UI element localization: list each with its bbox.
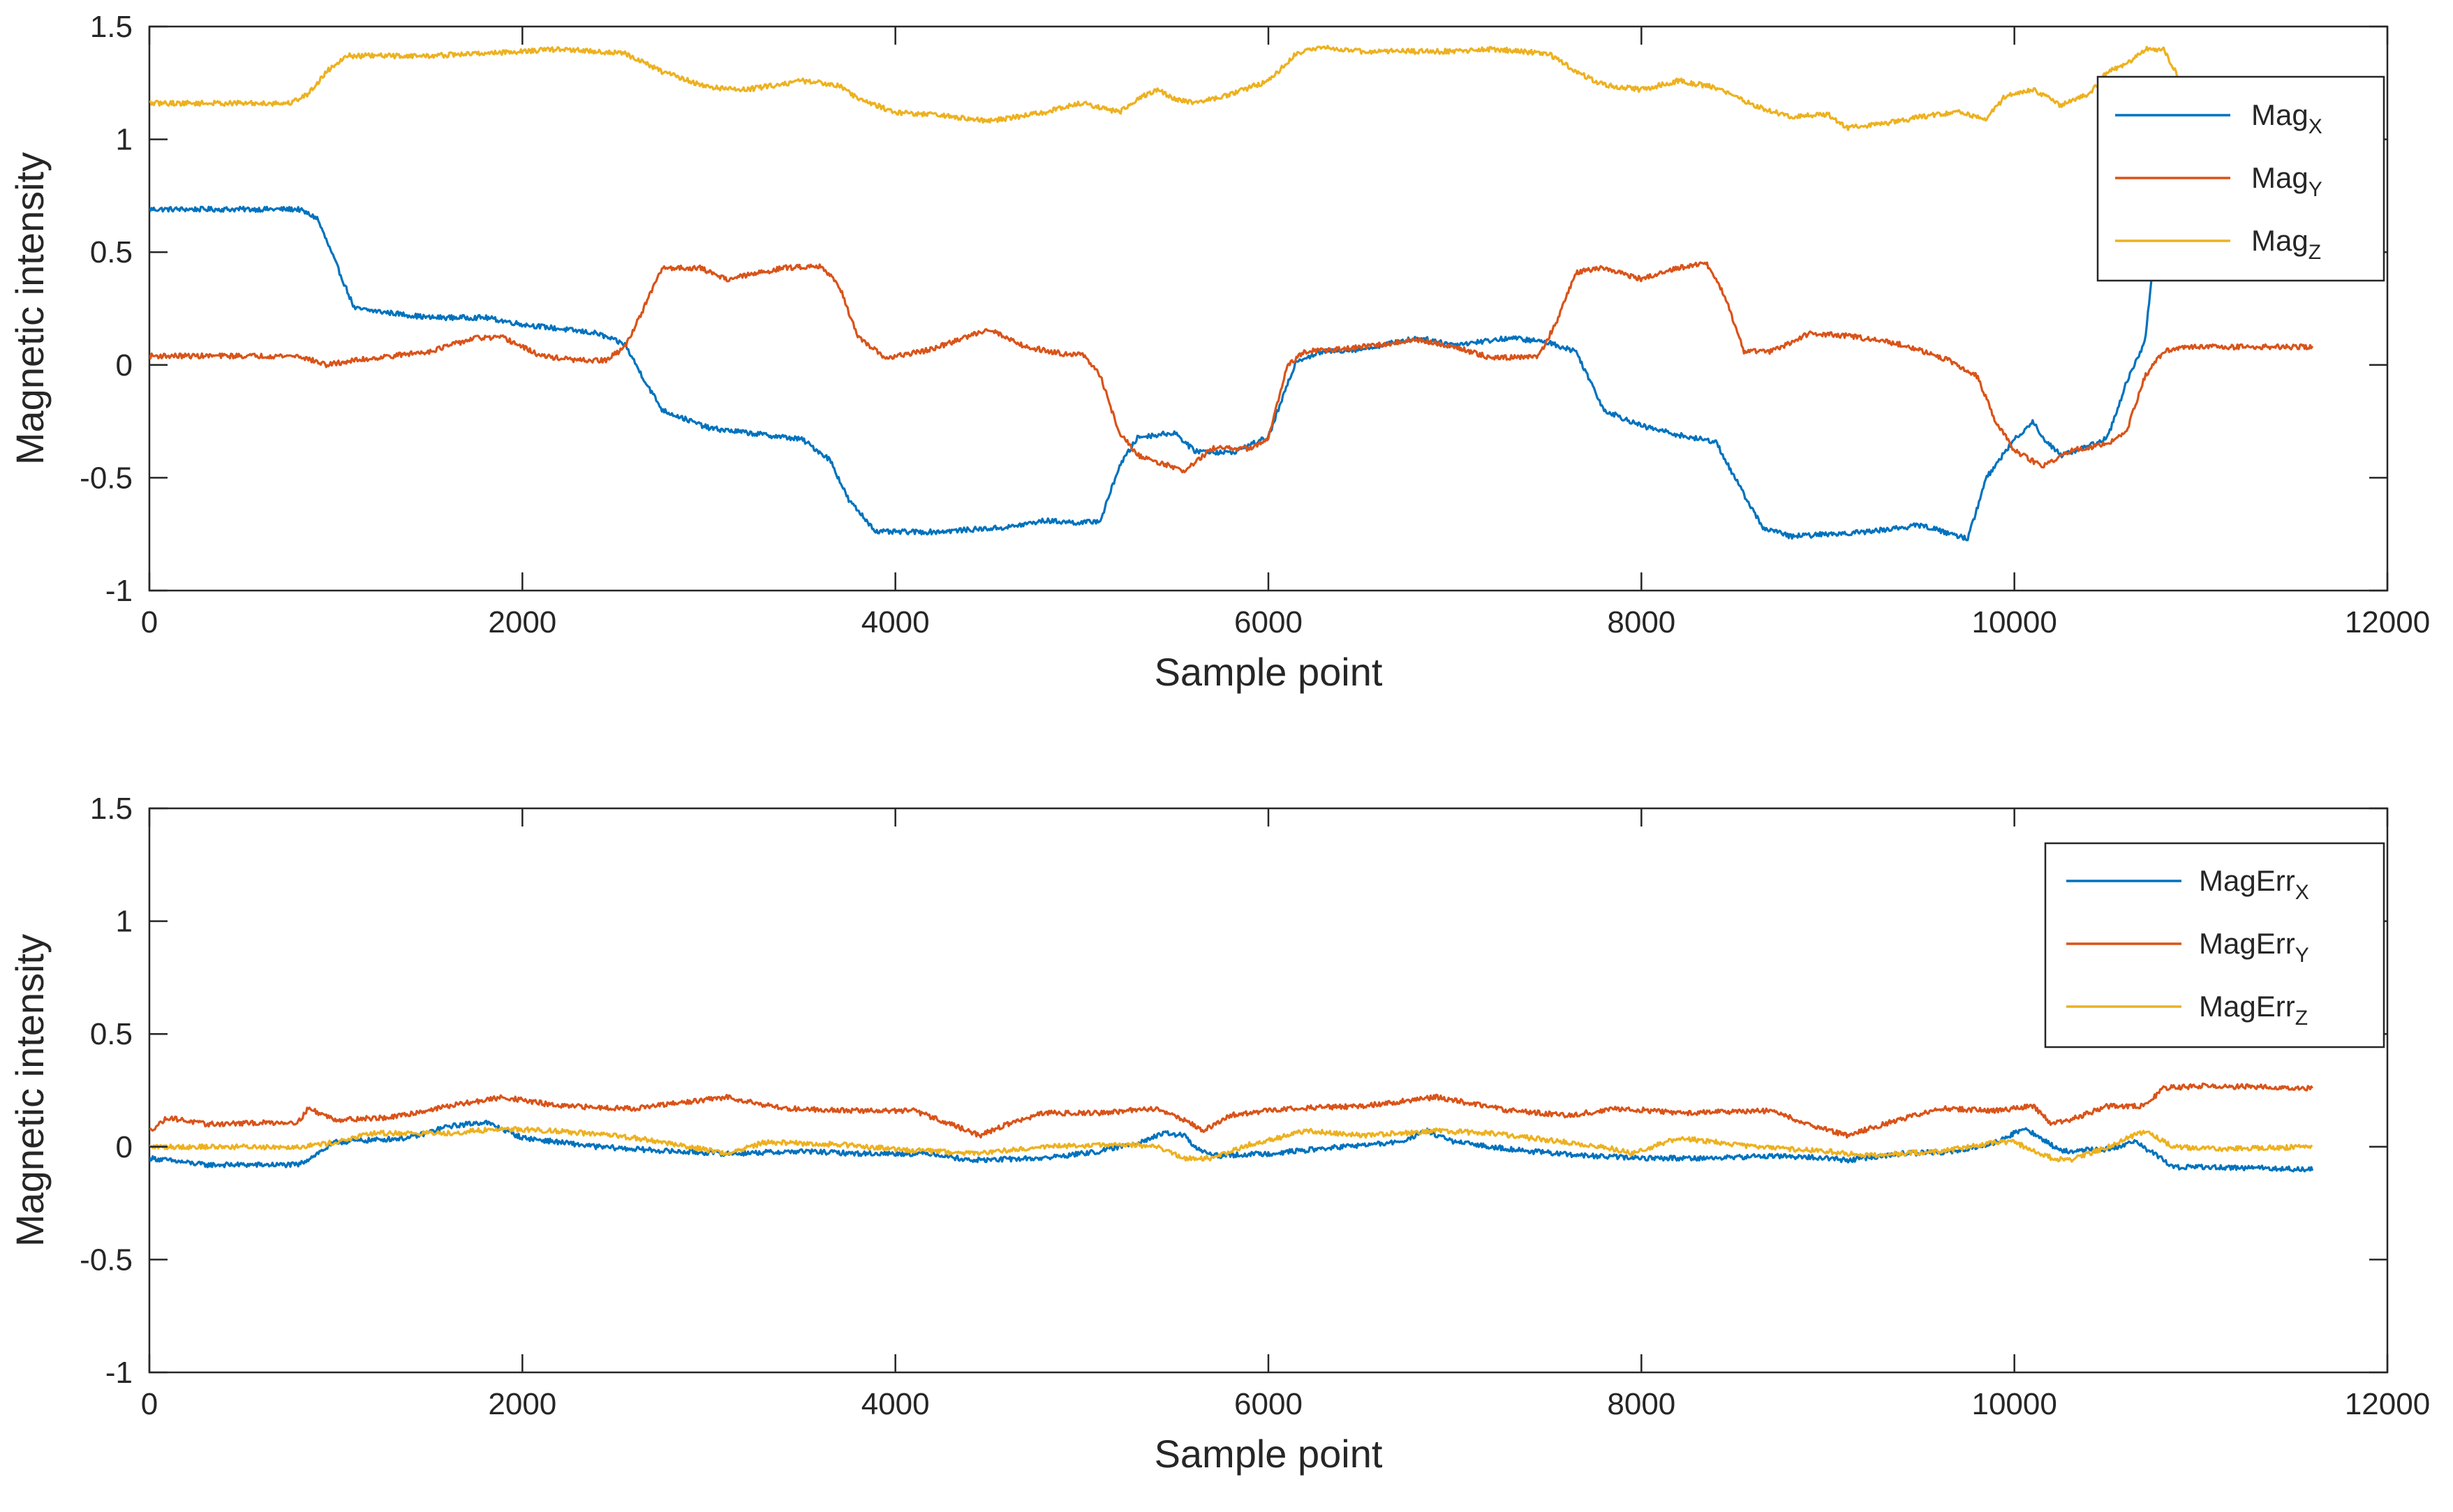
series-group (149, 45, 2314, 542)
x-tick-label: 12000 (2345, 605, 2430, 639)
legend-box (2044, 842, 2385, 1048)
y-tick-label: 0 (116, 348, 133, 383)
x-tick-label: 6000 (1234, 1387, 1303, 1421)
axes-box (148, 25, 2389, 592)
x-tick-label: 8000 (1607, 605, 1675, 639)
legend-label-MagErrZ: MagErrZ (2199, 990, 2308, 1030)
x-tick-label: 0 (141, 605, 158, 639)
series-line-MagErrZ (149, 1125, 2313, 1163)
x-tick-label: 4000 (861, 605, 930, 639)
y-tick-label: 1.5 (90, 792, 133, 826)
legend: MagErrX MagErrY MagErrZ (2044, 842, 2385, 1048)
legend-label-MagErrY: MagErrY (2199, 927, 2309, 967)
x-tick-label: 6000 (1234, 605, 1303, 639)
x-tick-label: 4000 (861, 1387, 930, 1421)
chart-2: 0 2000 4000 6000 8000 10000 12000 -1 -0.5 0 0.5 1 1.… (8, 792, 2430, 1476)
chart-1: 0 2000 4000 6000 8000 10000 12000 -1 -0.5 0 0.5 1 1.… (8, 10, 2430, 694)
x-tick-label: 12000 (2345, 1387, 2430, 1421)
x-tick-label: 2000 (488, 605, 556, 639)
x-axis-label: Sample point (1155, 650, 1383, 694)
x-tick-label: 0 (141, 1387, 158, 1421)
y-axis-label: Magnetic intensity (8, 934, 52, 1247)
y-tick-label: -1 (105, 1356, 133, 1390)
axes-box (148, 807, 2389, 1374)
y-tick-label: -0.5 (80, 1243, 133, 1277)
legend-label-MagX: MagX (2251, 98, 2322, 138)
series-group (149, 1082, 2314, 1173)
series-line-MagY (149, 261, 2314, 474)
y-tick-label: -0.5 (80, 461, 133, 495)
legend-label-MagErrX: MagErrX (2199, 864, 2309, 904)
y-tick-label: 1.5 (90, 10, 133, 44)
x-tick-label: 8000 (1607, 1387, 1675, 1421)
x-axis-label: Sample point (1155, 1432, 1383, 1476)
y-tick-label: 0 (116, 1130, 133, 1164)
series-line-MagZ (149, 45, 2183, 131)
x-tick-label: 10000 (1971, 1387, 2056, 1421)
series-line-MagErrY (149, 1082, 2313, 1139)
x-tick-label: 10000 (1971, 605, 2056, 639)
legend-label-MagZ: MagZ (2251, 224, 2321, 264)
y-tick-label: 0.5 (90, 235, 133, 269)
legend-label-MagY: MagY (2251, 161, 2322, 201)
legend: MagX MagY MagZ (2096, 75, 2385, 282)
series-line-MagX (149, 205, 2155, 542)
y-tick-label: -1 (105, 574, 133, 608)
y-tick-label: 1 (116, 123, 133, 157)
y-axis-label: Magnetic intensity (8, 152, 52, 465)
x-tick-label: 2000 (488, 1387, 556, 1421)
y-tick-label: 1 (116, 905, 133, 939)
y-tick-label: 0.5 (90, 1017, 133, 1051)
